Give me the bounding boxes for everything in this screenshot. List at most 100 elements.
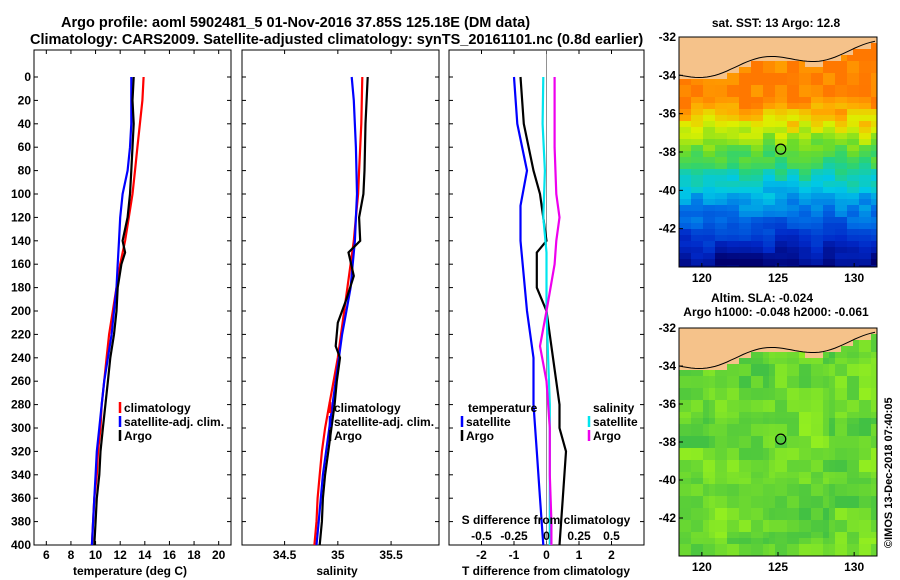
map-cell	[697, 466, 704, 473]
map-cell	[781, 247, 788, 254]
map-cell	[697, 550, 704, 556]
map-cell	[763, 97, 770, 104]
map-cell	[853, 472, 860, 479]
map-cell	[715, 526, 722, 533]
map-cell	[709, 91, 716, 98]
map-cell	[847, 352, 854, 359]
map-cell	[739, 502, 746, 509]
map-cell	[685, 247, 692, 254]
map-cell	[745, 175, 752, 182]
map-cell	[679, 520, 686, 527]
sla-map-panel: 120 125 130-32-34-36-38-40-42	[659, 321, 878, 574]
map-cell	[829, 514, 836, 521]
map-cell	[745, 157, 752, 164]
map-cell	[787, 382, 794, 389]
map-cell	[721, 199, 728, 206]
map-cell	[781, 328, 788, 335]
map-cell	[805, 484, 812, 491]
map-cell	[823, 109, 830, 116]
map-cell	[751, 340, 758, 347]
map-cell	[703, 229, 710, 236]
map-cell	[841, 163, 848, 170]
map-cell	[691, 73, 698, 80]
map-cell	[733, 55, 740, 62]
map-cell	[757, 73, 764, 80]
map-cell	[787, 247, 794, 254]
map-cell	[757, 241, 764, 248]
map-cell	[733, 400, 740, 407]
map-cell	[709, 352, 716, 359]
map-cell	[745, 340, 752, 347]
map-cell	[799, 121, 806, 128]
map-cell	[829, 382, 836, 389]
map-cell	[721, 103, 728, 110]
map-cell	[835, 85, 842, 92]
map-cell	[679, 412, 686, 419]
map-cell	[787, 175, 794, 182]
map-cell	[739, 217, 746, 224]
map-cell	[775, 67, 782, 74]
map-cell	[799, 79, 806, 86]
map-cell	[757, 514, 764, 521]
map-cell	[727, 400, 734, 407]
map-cell	[757, 97, 764, 104]
map-cell	[757, 103, 764, 110]
map-cell	[859, 544, 866, 551]
map-cell	[865, 127, 872, 134]
map-cell	[793, 139, 800, 146]
map-cell	[775, 139, 782, 146]
map-cell	[835, 133, 842, 140]
map-cell	[757, 382, 764, 389]
map-cell	[841, 454, 848, 461]
map-cell	[775, 241, 782, 248]
map-cell	[703, 187, 710, 194]
map-cell	[727, 538, 734, 545]
map-cell	[679, 508, 686, 515]
map-cell	[865, 265, 872, 267]
map-cell	[871, 448, 877, 455]
legend-t-argo-label: Argo	[466, 429, 494, 443]
map-cell	[787, 364, 794, 371]
map-cell	[805, 466, 812, 473]
map-cell	[727, 163, 734, 170]
map-cell	[739, 151, 746, 158]
map-cell	[751, 181, 758, 188]
map-cell	[679, 79, 686, 86]
map-cell	[865, 340, 872, 347]
map-cell	[781, 418, 788, 425]
map-cell	[823, 73, 830, 80]
map-cell	[853, 193, 860, 200]
map-cell	[823, 85, 830, 92]
map-cell	[679, 217, 686, 224]
map-cell	[871, 472, 877, 479]
map-cell	[781, 550, 788, 556]
map-cell	[739, 253, 746, 260]
map-cell	[859, 532, 866, 539]
map-cell	[805, 388, 812, 395]
map-cell	[865, 382, 872, 389]
map-cell	[703, 127, 710, 134]
map-cell	[811, 229, 818, 236]
map-cell	[679, 502, 686, 509]
map-cell	[865, 400, 872, 407]
map-cell	[793, 520, 800, 527]
map-cell	[823, 508, 830, 515]
map-cell	[811, 484, 818, 491]
map-cell	[679, 358, 686, 365]
map-cell	[853, 49, 860, 56]
map-cell	[703, 103, 710, 110]
map-cell	[781, 49, 788, 56]
map-cell	[865, 199, 872, 206]
map-cell	[745, 478, 752, 485]
map-cell	[805, 520, 812, 527]
map-cell	[871, 454, 877, 461]
map-cell	[733, 97, 740, 104]
map-cell	[793, 103, 800, 110]
map-cell	[799, 61, 806, 68]
map-cell	[739, 115, 746, 122]
map-cell	[757, 133, 764, 140]
map-cell	[703, 346, 710, 353]
map-cell	[697, 508, 704, 515]
map-cell	[691, 85, 698, 92]
map-cell	[751, 406, 758, 413]
